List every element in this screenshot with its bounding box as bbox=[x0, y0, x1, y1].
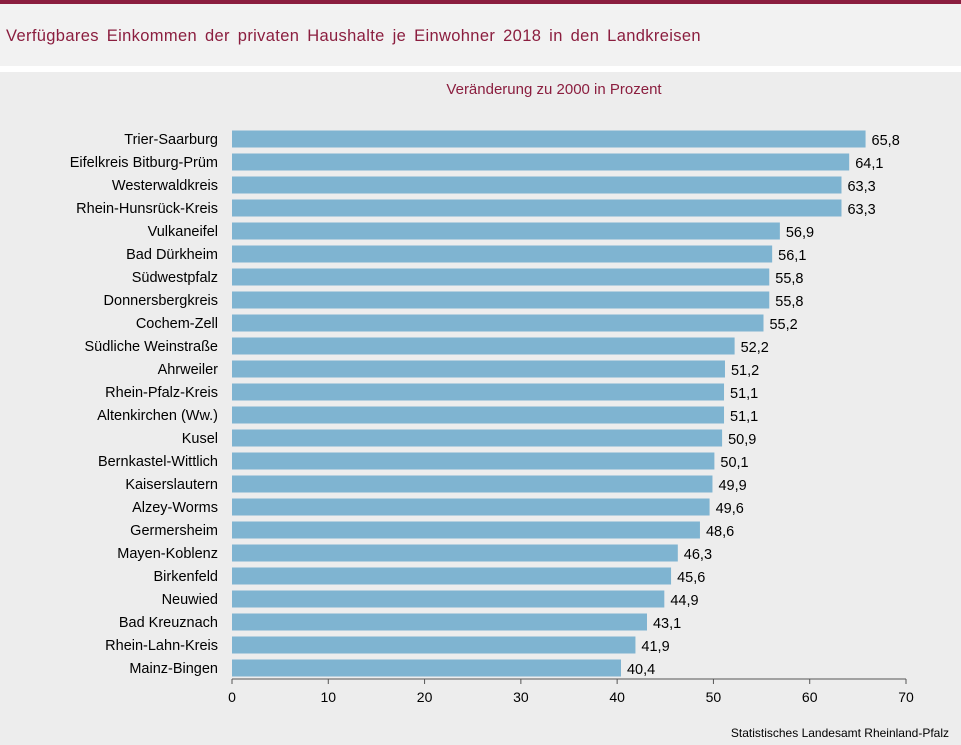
value-label: 49,9 bbox=[718, 478, 746, 494]
value-label: 51,1 bbox=[730, 386, 758, 402]
source-note: Statistisches Landesamt Rheinland-Pfalz bbox=[730, 726, 949, 740]
category-label: Germersheim bbox=[130, 523, 218, 539]
bar bbox=[232, 199, 842, 217]
top-accent-rule bbox=[0, 0, 961, 4]
value-label: 52,2 bbox=[741, 340, 769, 356]
x-tick-label: 60 bbox=[802, 689, 818, 705]
value-label: 50,9 bbox=[728, 432, 756, 448]
chart-title: Verfügbares Einkommen der privaten Haush… bbox=[6, 27, 701, 45]
category-label: Mainz-Bingen bbox=[129, 661, 218, 677]
bar bbox=[232, 245, 773, 263]
value-label: 44,9 bbox=[670, 593, 698, 609]
value-label: 55,8 bbox=[775, 271, 803, 287]
value-label: 41,9 bbox=[641, 639, 669, 655]
category-label: Ahrweiler bbox=[158, 362, 219, 378]
x-tick-label: 0 bbox=[228, 689, 236, 705]
value-label: 51,1 bbox=[730, 409, 758, 425]
bar bbox=[232, 153, 850, 171]
bar bbox=[232, 659, 621, 677]
bar bbox=[232, 613, 647, 631]
bar bbox=[232, 222, 780, 240]
category-label: Bernkastel-Wittlich bbox=[98, 454, 218, 470]
x-tick-label: 10 bbox=[320, 689, 336, 705]
bar bbox=[232, 452, 715, 470]
x-tick-label: 50 bbox=[706, 689, 722, 705]
value-label: 65,8 bbox=[872, 133, 900, 149]
value-label: 63,3 bbox=[847, 179, 875, 195]
bar bbox=[232, 268, 770, 286]
category-label: Bad Kreuznach bbox=[119, 615, 218, 631]
value-label: 48,6 bbox=[706, 524, 734, 540]
value-label: 46,3 bbox=[684, 547, 712, 563]
bar bbox=[232, 475, 713, 493]
bar bbox=[232, 498, 710, 516]
category-label: Vulkaneifel bbox=[148, 224, 218, 240]
value-label: 63,3 bbox=[847, 202, 875, 218]
category-label: Rhein-Lahn-Kreis bbox=[105, 638, 218, 654]
category-label: Neuwied bbox=[162, 592, 218, 608]
bar bbox=[232, 130, 866, 148]
category-label: Birkenfeld bbox=[154, 569, 218, 585]
category-label: Trier-Saarburg bbox=[124, 132, 218, 148]
value-label: 40,4 bbox=[627, 662, 655, 678]
bar bbox=[232, 567, 672, 585]
chart-subtitle: Veränderung zu 2000 in Prozent bbox=[446, 81, 662, 98]
category-label: Südwestpfalz bbox=[132, 270, 218, 286]
x-tick-label: 70 bbox=[898, 689, 914, 705]
value-label: 56,1 bbox=[778, 248, 806, 264]
category-label: Mayen-Koblenz bbox=[117, 546, 218, 562]
bar bbox=[232, 176, 842, 194]
value-label: 51,2 bbox=[731, 363, 759, 379]
bar bbox=[232, 636, 636, 654]
bar bbox=[232, 360, 725, 378]
value-label: 55,8 bbox=[775, 294, 803, 310]
category-label: Cochem-Zell bbox=[136, 316, 218, 332]
value-label: 55,2 bbox=[769, 317, 797, 333]
category-label: Altenkirchen (Ww.) bbox=[97, 408, 218, 424]
category-label: Eifelkreis Bitburg-Prüm bbox=[70, 155, 218, 171]
x-tick-label: 30 bbox=[513, 689, 529, 705]
title-separator bbox=[0, 66, 961, 72]
bar bbox=[232, 383, 725, 401]
bar bbox=[232, 521, 700, 539]
bar bbox=[232, 590, 665, 608]
x-tick-label: 40 bbox=[609, 689, 625, 705]
category-label: Bad Dürkheim bbox=[126, 247, 218, 263]
value-label: 50,1 bbox=[720, 455, 748, 471]
bar bbox=[232, 429, 723, 447]
value-label: 64,1 bbox=[855, 156, 883, 172]
category-label: Alzey-Worms bbox=[132, 500, 218, 516]
category-label: Kaiserslautern bbox=[125, 477, 218, 493]
bar bbox=[232, 337, 735, 355]
category-label: Westerwaldkreis bbox=[112, 178, 218, 194]
value-label: 43,1 bbox=[653, 616, 681, 632]
bar bbox=[232, 406, 725, 424]
category-label: Donnersbergkreis bbox=[104, 293, 218, 309]
value-label: 49,6 bbox=[716, 501, 744, 517]
x-tick-label: 20 bbox=[417, 689, 433, 705]
value-label: 56,9 bbox=[786, 225, 814, 241]
bar bbox=[232, 544, 678, 562]
category-label: Südliche Weinstraße bbox=[84, 339, 218, 355]
bar bbox=[232, 291, 770, 309]
category-label: Rhein-Hunsrück-Kreis bbox=[76, 201, 218, 217]
title-band: Verfügbares Einkommen der privaten Haush… bbox=[0, 4, 961, 66]
value-label: 45,6 bbox=[677, 570, 705, 586]
bar bbox=[232, 314, 764, 332]
category-label: Kusel bbox=[182, 431, 218, 447]
category-label: Rhein-Pfalz-Kreis bbox=[105, 385, 218, 401]
